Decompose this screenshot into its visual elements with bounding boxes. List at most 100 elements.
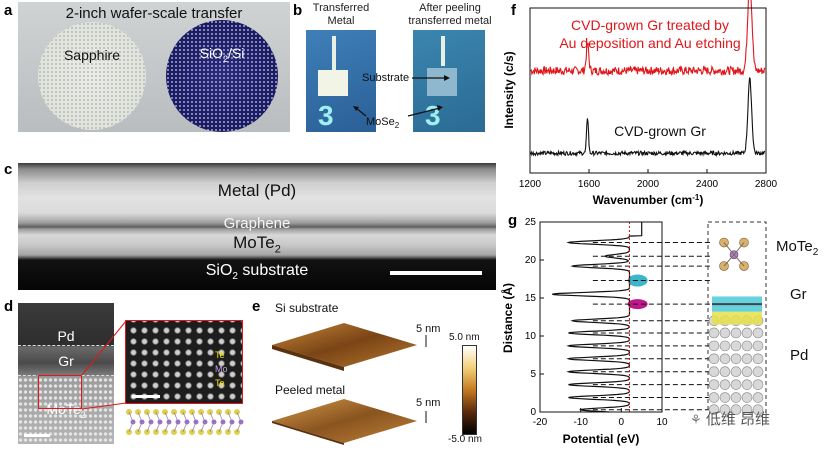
g-pd-label: Pd — [790, 347, 809, 364]
d-model-bond — [236, 421, 242, 433]
g-pd-atom — [708, 327, 720, 339]
d-interface-pd-gr — [18, 345, 114, 346]
g-xtick-label-1: -10 — [573, 417, 588, 428]
d-model-bond — [164, 421, 170, 433]
chart-g: -20 -10 0 10 0 5 10 15 20 25 Distance (Å) Potenti… — [500, 217, 767, 446]
g-ytick-label-0: 0 — [530, 407, 536, 418]
f-series-0 — [530, 0, 766, 77]
g-pd-atom — [719, 340, 731, 352]
e-afm-top — [272, 323, 417, 367]
panel-g-label: g — [508, 212, 518, 229]
g-pd-atom — [708, 366, 720, 378]
g-ytick-label-3: 15 — [525, 293, 537, 304]
d-pd-label: Pd — [57, 328, 75, 344]
d-model-bond — [164, 411, 170, 423]
d-model-bond — [128, 411, 134, 423]
g-pd-atom — [752, 379, 764, 390]
e-afm-bottom-edge — [272, 421, 344, 445]
sapphire-wafer — [38, 22, 146, 130]
f-xtick-label-3: 2400 — [696, 179, 719, 190]
g-potential-curve — [552, 222, 643, 413]
d-zoom-line-top — [81, 320, 127, 376]
b-right-photo: 3 — [413, 30, 485, 132]
g-pd-atom — [741, 392, 753, 403]
g-pd-atom — [730, 327, 742, 339]
b-arrows — [353, 75, 450, 117]
e-top-label: Si substrate — [275, 301, 339, 315]
e-bottom-label: Peeled metal — [275, 383, 346, 397]
g-pd-atom — [719, 327, 731, 339]
b-right-metal-line — [441, 36, 445, 66]
d-zoom-lines — [81, 320, 127, 410]
f-annotation-black: CVD-grown Gr — [614, 123, 706, 139]
f-series-1 — [530, 77, 766, 158]
d-model-bond — [155, 421, 161, 433]
b-right-caption-1: After peeling — [419, 2, 481, 14]
f-xlabel: Wavenumber (cm-1) — [593, 193, 704, 208]
b-arrow-mose2-right — [407, 107, 441, 117]
b-left-metal-pad — [318, 70, 348, 96]
f-xtick-label-4: 2800 — [755, 179, 778, 190]
g-pd-atom — [741, 379, 753, 390]
g-ytick-label-2: 10 — [525, 331, 537, 342]
sio2-si-label: SiO2/Si — [199, 45, 245, 64]
c-mote2-label: MoTe2 — [233, 233, 281, 256]
e-scale-bottom-label: 5 nm — [416, 397, 441, 409]
d-model-bond — [146, 421, 152, 433]
g-pd-atom — [741, 340, 753, 352]
d-model-bond — [155, 411, 161, 423]
g-mote2-label: MoTe2 — [776, 238, 819, 258]
b-left-metal-line — [332, 36, 336, 72]
g-pd-atom — [752, 340, 764, 352]
f-xtick-label-2: 2000 — [637, 179, 660, 190]
g-pd-atom — [752, 392, 764, 403]
d-zoom-box — [38, 375, 82, 409]
c-graphene-label: Graphene — [223, 215, 291, 232]
d-gr-label: Gr — [58, 353, 74, 369]
d-model-bond — [236, 411, 242, 423]
e-colorbar-min: -5.0 nm — [448, 434, 482, 445]
b-substrate-label: Substrate — [362, 72, 410, 84]
d-model-bond — [209, 411, 215, 423]
g-pd-atom — [708, 340, 720, 352]
panel-b-label: b — [293, 2, 303, 19]
d-inset-te-1: Te — [215, 350, 225, 360]
b-arrowhead-mose2-right — [437, 105, 443, 111]
d-inset-mo: Mo — [215, 364, 228, 374]
c-sio2-label: SiO2 substrate — [205, 262, 309, 283]
d-model-bond — [191, 421, 197, 433]
g-pd-atom — [719, 366, 731, 378]
g-pd-atom — [752, 353, 764, 365]
g-pd-atom — [752, 327, 764, 339]
b-left-caption-2: Metal — [327, 15, 355, 27]
e-scale-top-label: 5 nm — [416, 323, 441, 335]
d-model-bond — [209, 421, 215, 433]
g-pd-atom — [719, 392, 731, 403]
g-ylabel: Distance (Å) — [500, 283, 515, 353]
g-xtick-label-0: -20 — [533, 417, 548, 428]
panel-a-photo: 2-inch wafer-scale transfer Sapphire SiO… — [18, 2, 290, 132]
g-pd-atom — [730, 340, 742, 352]
g-pd-atom — [708, 353, 720, 365]
d-model-bond — [227, 421, 233, 433]
watermark-icon: ⚘ — [690, 412, 702, 427]
d-model-bond — [128, 421, 134, 433]
e-colorbar — [462, 345, 477, 435]
d-model-bond — [191, 411, 197, 423]
panel-c-tem: Metal (Pd) Graphene MoTe2 SiO2 substrate — [18, 163, 496, 290]
b-left-photo: 3 — [306, 30, 376, 132]
g-pd-atom — [719, 353, 731, 365]
f-annotation-red-2: Au deposition and Au etching — [559, 35, 740, 51]
e-afm-maps — [272, 323, 427, 445]
e-afm-bottom — [272, 399, 417, 443]
g-pd-atom — [730, 353, 742, 365]
d-model-bond — [200, 421, 206, 433]
c-metal-label: Metal (Pd) — [217, 181, 297, 200]
d-model-bond — [173, 421, 179, 433]
d-model-bond — [218, 421, 224, 433]
d-inset: Te Mo Te — [125, 320, 243, 404]
d-model-bond — [146, 411, 152, 423]
g-ytick-label-1: 5 — [530, 369, 536, 380]
g-ytick-label-5: 25 — [525, 217, 537, 228]
b-right-digit: 3 — [425, 100, 441, 131]
